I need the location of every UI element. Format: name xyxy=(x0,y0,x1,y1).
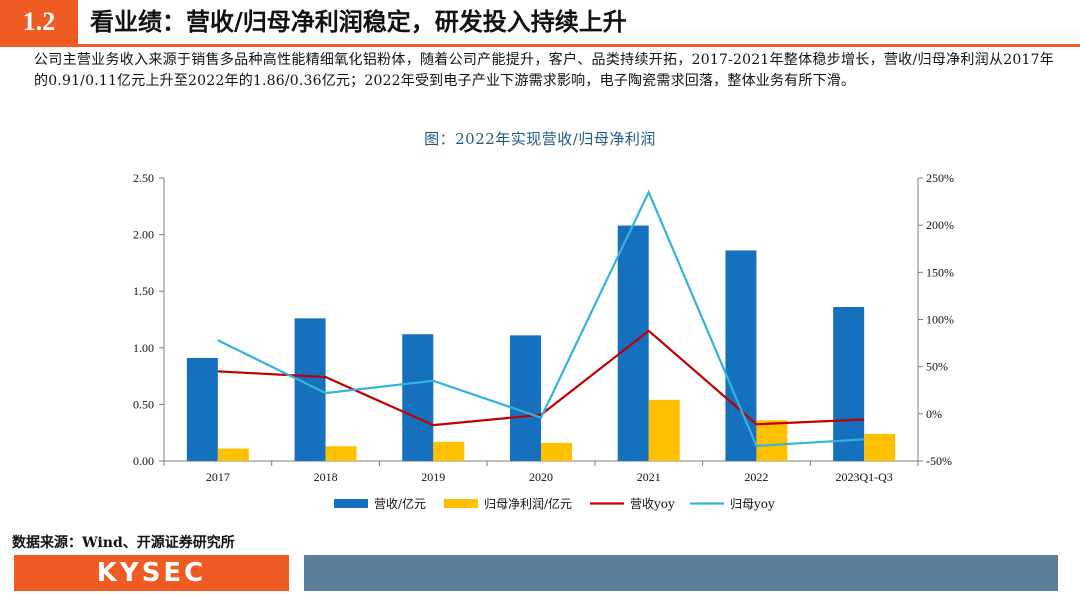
revenue-yoy-line xyxy=(217,329,865,427)
legend-profit-yoy-label: 归母yoy xyxy=(730,497,775,511)
y-left-tick-label: 1.50 xyxy=(133,284,154,298)
legend-revenue-label: 营收/亿元 xyxy=(374,496,426,511)
revenue-bar xyxy=(725,250,757,461)
y-right-tick-label: 250% xyxy=(926,171,954,185)
revenue-bar xyxy=(510,335,541,461)
profit-bar xyxy=(217,448,249,461)
profit-bar xyxy=(325,446,357,461)
header-divider xyxy=(0,44,1080,47)
footer-bar xyxy=(304,555,1058,591)
y-right-tick-label: 200% xyxy=(926,218,954,232)
y-right-tick-label: 0% xyxy=(926,407,942,421)
y-left-tick-label: 2.50 xyxy=(133,171,154,185)
profit-bar xyxy=(648,399,680,461)
x-tick-label: 2018 xyxy=(314,470,338,484)
combo-chart: 0.00 0.50 1.00 1.50 2.00 2.50 -50% 0% 50% 100% 150… xyxy=(133,171,954,511)
x-tick-label: 2017 xyxy=(206,470,230,484)
chart-title: 图：2022年实现营收/归母净利润 xyxy=(424,130,656,148)
description-text: 公司主营业务收入来源于销售多品种高性能精细氧化铝粉体，随着公司产能提升，客户、品… xyxy=(34,52,1054,89)
kysec-logo: KYSEC xyxy=(14,555,289,591)
y-right-tick-label: 100% xyxy=(926,313,954,327)
y-right-tick-label: -50% xyxy=(926,454,952,468)
revenue-bar xyxy=(186,357,218,461)
y-left-tick-label: 2.00 xyxy=(133,228,154,242)
x-tick-label: 2022 xyxy=(744,470,768,484)
y-right-tick-label: 150% xyxy=(926,265,954,279)
data-source: 数据来源：Wind、开源证券研究所 xyxy=(12,535,235,551)
section-number: 1.2 xyxy=(0,0,78,44)
x-tick-label: 2020 xyxy=(529,470,553,484)
legend-profit-swatch xyxy=(444,499,478,508)
y-right-tick-label: 50% xyxy=(926,360,948,374)
profit-yoy-line xyxy=(217,189,865,448)
profit-bar xyxy=(433,441,465,461)
x-tick-label: 2023Q1-Q3 xyxy=(835,470,892,484)
revenue-bar xyxy=(833,307,865,461)
y-left-tick-label: 0.00 xyxy=(133,454,154,468)
profit-bar xyxy=(864,433,896,461)
header: 1.2 看业绩：营收/归母净利润稳定，研发投入持续上升 xyxy=(0,0,1080,47)
profit-bar xyxy=(756,420,788,461)
y-left-tick-label: 1.00 xyxy=(133,341,154,355)
legend-revenue-swatch xyxy=(334,499,368,508)
x-tick-label: 2019 xyxy=(421,470,445,484)
revenue-bar xyxy=(402,334,434,461)
page-title: 看业绩：营收/归母净利润稳定，研发投入持续上升 xyxy=(90,7,627,36)
x-tick-label: 2021 xyxy=(637,470,661,484)
y-left-tick-label: 0.50 xyxy=(133,397,154,411)
legend-revenue-yoy-label: 营收yoy xyxy=(630,497,675,511)
legend-profit-label: 归母净利润/亿元 xyxy=(484,496,572,511)
description-block: 公司主营业务收入来源于销售多品种高性能精细氧化铝粉体，随着公司产能提升，客户、品… xyxy=(34,50,1054,92)
profit-bar xyxy=(541,442,572,461)
